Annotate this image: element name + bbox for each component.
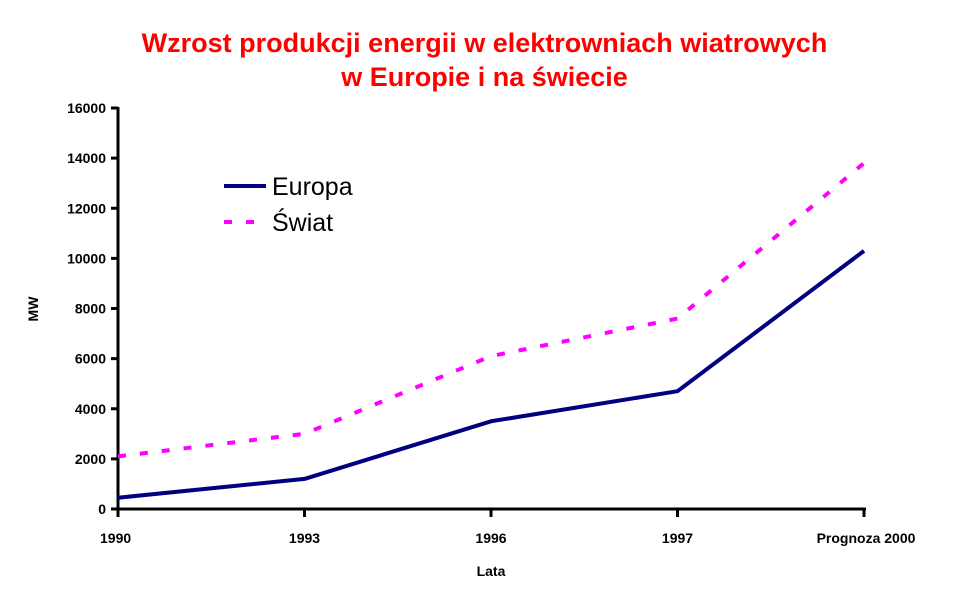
title-line-1: Wzrost produkcji energii w elektrowniach… xyxy=(141,28,828,58)
legend-label: Świat xyxy=(272,207,333,237)
y-tick-label: 6000 xyxy=(75,351,106,367)
chart-title: Wzrost produkcji energii w elektrowniach… xyxy=(0,26,969,94)
x-tick-label: 1996 xyxy=(475,530,506,546)
x-tick-label: Prognoza 2000 xyxy=(817,530,916,546)
y-tick-label: 8000 xyxy=(75,301,106,317)
y-tick-label: 16000 xyxy=(67,100,106,116)
x-tick-label: 1990 xyxy=(100,530,131,546)
y-tick-label: 10000 xyxy=(67,250,106,266)
y-tick-label: 12000 xyxy=(67,200,106,216)
x-tick-label: 1993 xyxy=(289,530,320,546)
series-line-europa xyxy=(117,249,866,500)
y-tick-label: 2000 xyxy=(75,451,106,467)
series-group xyxy=(117,161,866,500)
y-tick-label: 4000 xyxy=(75,401,106,417)
title-line-2: w Europie i na świecie xyxy=(341,62,628,92)
y-tick-label: 0 xyxy=(98,501,106,517)
series-line-świat xyxy=(117,161,866,459)
y-tick-label: 14000 xyxy=(67,150,106,166)
axes: 0 2000 4000 6000 8000 10000 12000 14000 16000 199… xyxy=(67,100,916,546)
legend-label: Europa xyxy=(272,173,353,201)
legend: Europa Świat xyxy=(224,173,353,237)
x-axis-label: Lata xyxy=(477,563,506,579)
x-tick-label: 1997 xyxy=(662,530,693,546)
y-axis-label: MW xyxy=(25,296,41,322)
